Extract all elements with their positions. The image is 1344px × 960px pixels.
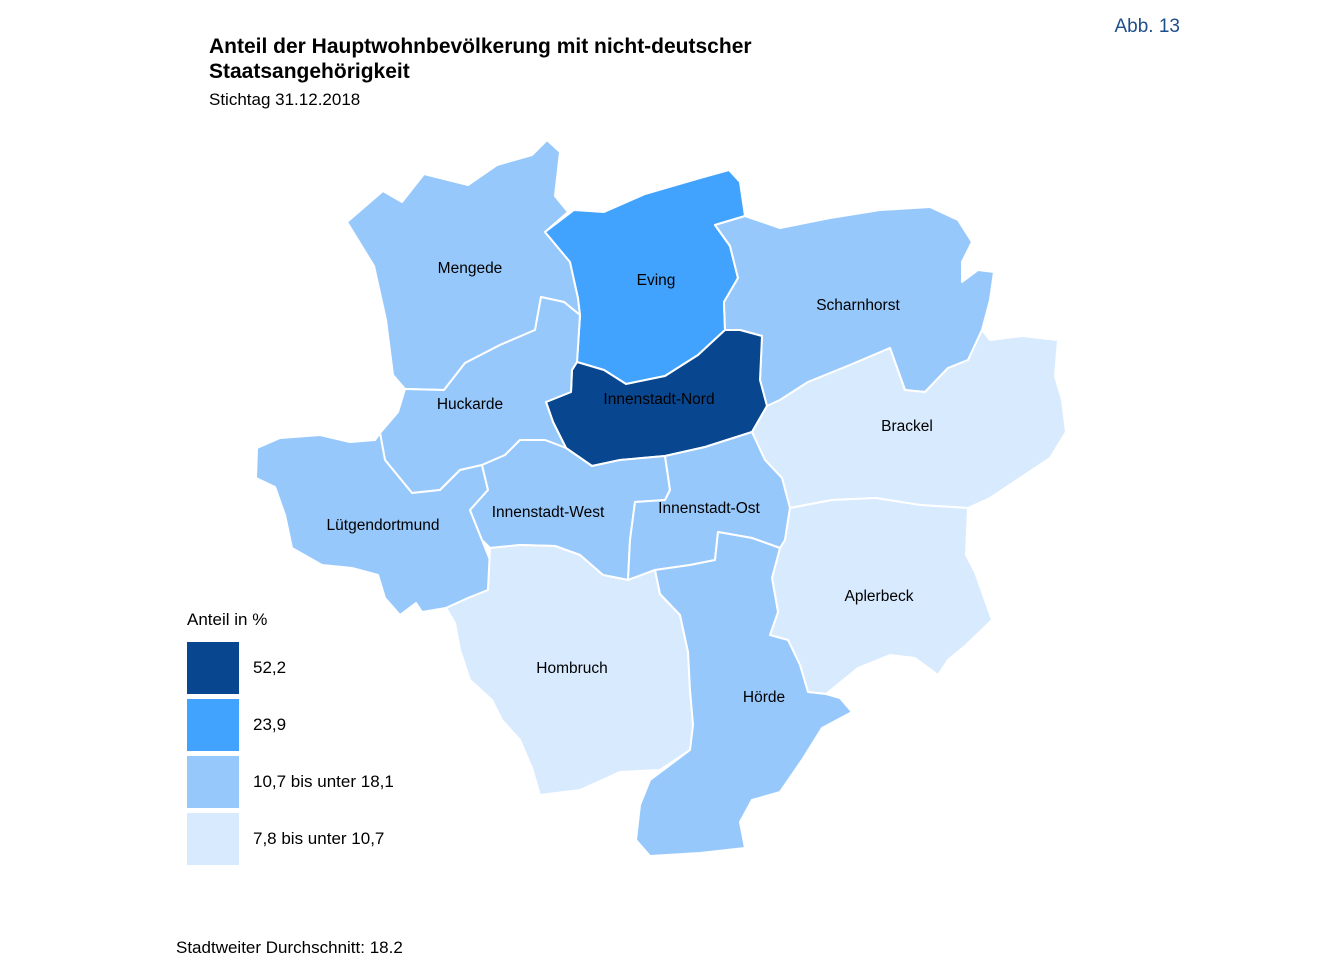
label-huckarde: Huckarde xyxy=(437,396,503,413)
figure-label: Abb. 13 xyxy=(1114,16,1181,37)
label-brackel: Brackel xyxy=(881,418,933,435)
legend-swatch xyxy=(187,698,239,751)
legend-title: Anteil in % xyxy=(187,610,268,629)
label-innenstadt-nord: Innenstadt-Nord xyxy=(603,391,714,408)
map-title: Anteil der Hauptwohnbevölkerung mit nich… xyxy=(209,34,752,84)
label-scharnhorst: Scharnhorst xyxy=(816,297,900,314)
label-mengede: Mengede xyxy=(438,260,503,277)
map-title-line-2: Staatsangehörigkeit xyxy=(209,60,410,83)
label-hombruch: Hombruch xyxy=(536,660,608,677)
map-title-line-1: Anteil der Hauptwohnbevölkerung mit nich… xyxy=(209,35,752,58)
label-luetgendortmund: Lütgendortmund xyxy=(327,517,440,534)
label-hoerde: Hörde xyxy=(743,689,785,706)
legend-item: 52,2 xyxy=(187,639,394,696)
legend-swatch xyxy=(187,755,239,808)
label-eving: Eving xyxy=(637,272,676,289)
legend: Anteil in % 52,2 23,9 10,7 bis unter 18,… xyxy=(187,610,394,867)
label-innenstadt-west: Innenstadt-West xyxy=(492,504,605,521)
district-hombruch[interactable] xyxy=(445,544,694,796)
district-luetgendortmund[interactable] xyxy=(255,432,491,616)
legend-label: 52,2 xyxy=(253,657,287,677)
legend-swatch xyxy=(187,641,239,694)
map-subtitle: Stichtag 31.12.2018 xyxy=(209,90,361,109)
legend-label: 7,8 bis unter 10,7 xyxy=(253,828,385,848)
legend-item: 7,8 bis unter 10,7 xyxy=(187,810,394,867)
legend-swatch xyxy=(187,812,239,865)
city-average: Stadtweiter Durchschnitt: 18.2 xyxy=(176,938,403,957)
district-hoerde[interactable] xyxy=(635,531,853,857)
legend-label: 10,7 bis unter 18,1 xyxy=(253,771,394,791)
legend-item: 10,7 bis unter 18,1 xyxy=(187,753,394,810)
legend-item: 23,9 xyxy=(187,696,394,753)
legend-label: 23,9 xyxy=(253,714,287,734)
label-aplerbeck: Aplerbeck xyxy=(845,588,914,605)
label-innenstadt-ost: Innenstadt-Ost xyxy=(658,500,760,517)
